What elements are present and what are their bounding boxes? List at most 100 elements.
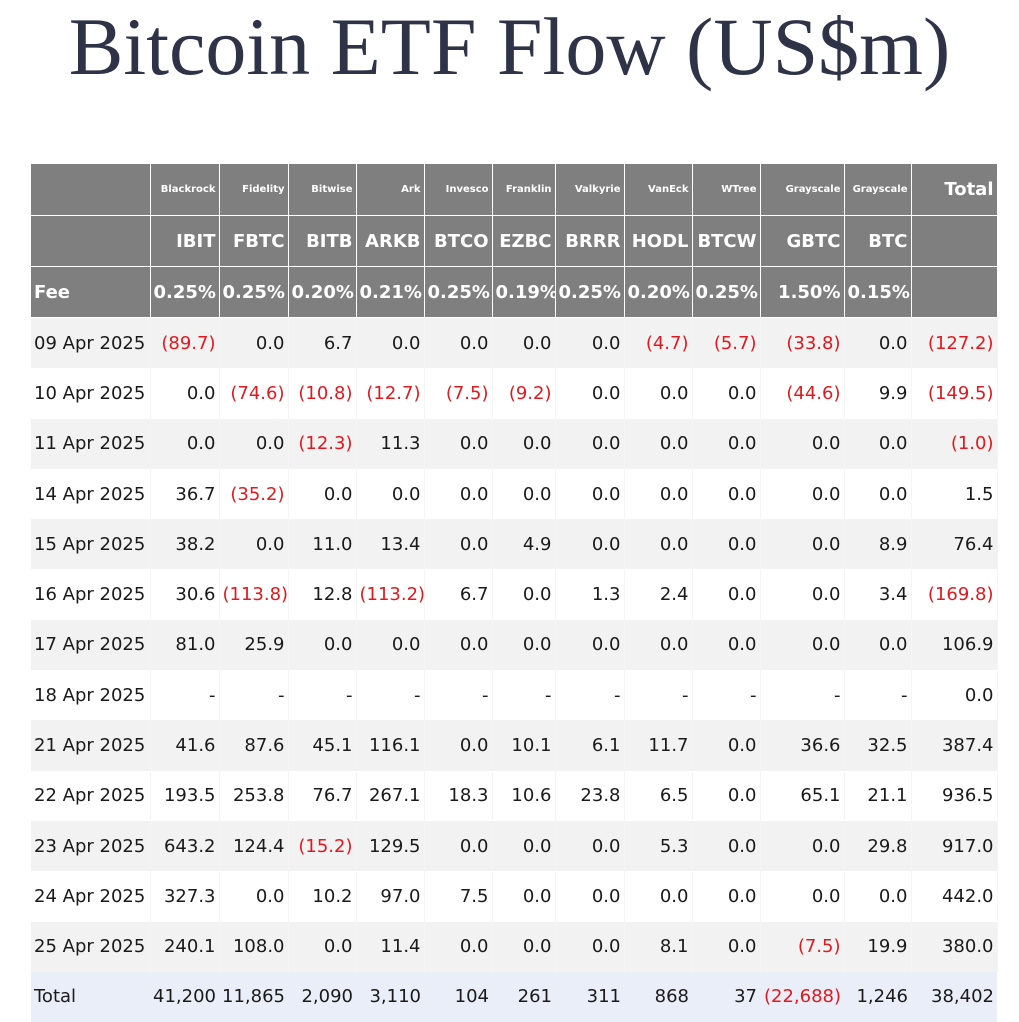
flow-cell: 0.0	[844, 871, 912, 922]
flow-cell: 0.0	[424, 468, 493, 520]
row-total-cell: 380.0	[911, 921, 998, 972]
flow-cell: 0.0	[424, 619, 493, 671]
header-blank-cell	[31, 215, 151, 267]
flow-cell: (7.5)	[760, 921, 845, 972]
flow-cell: 0.0	[555, 468, 625, 520]
flow-cell: 36.7	[150, 468, 220, 520]
issuer-header: VanEck	[624, 164, 693, 216]
flow-cell: 0.0	[555, 921, 625, 972]
fee-header-row: Fee 0.25% 0.25% 0.20% 0.21% 0.25% 0.19% …	[31, 266, 998, 318]
flow-cell: 11.7	[624, 720, 693, 771]
flow-cell: (7.5)	[424, 368, 493, 419]
flow-cell: 0.0	[692, 519, 761, 570]
row-total-cell: 0.0	[911, 670, 998, 721]
flow-cell: -	[219, 670, 289, 721]
date-cell: 16 Apr 2025	[31, 569, 151, 620]
flow-cell: 0.0	[760, 418, 845, 469]
flow-cell: 30.6	[150, 569, 220, 620]
flow-cell: (12.3)	[288, 418, 357, 469]
ticker-header-row: IBIT FBTC BITB ARKB BTCO EZBC BRRR HODL …	[31, 215, 998, 267]
ticker-header: BTCW	[692, 215, 761, 267]
issuer-header: Grayscale	[760, 164, 845, 216]
row-total-cell: (169.8)	[911, 569, 998, 620]
flow-cell: 0.0	[492, 468, 556, 520]
flow-cell: 0.0	[424, 720, 493, 771]
flow-cell: (74.6)	[219, 368, 289, 419]
flow-cell: 0.0	[555, 418, 625, 469]
flow-cell: 6.5	[624, 770, 693, 821]
total-cell: 311	[555, 971, 624, 1022]
fee-cell: 1.50%	[760, 266, 845, 318]
date-cell: 10 Apr 2025	[31, 368, 151, 419]
fee-cell: 0.25%	[424, 266, 493, 318]
flow-cell: 0.0	[692, 368, 761, 419]
flow-cell: (44.6)	[760, 368, 845, 419]
flow-cell: 0.0	[492, 569, 556, 620]
flow-cell: 0.0	[219, 317, 289, 369]
flow-cell: 38.2	[150, 519, 220, 570]
flow-cell: 0.0	[555, 519, 625, 570]
row-total-cell: 387.4	[911, 720, 998, 771]
flow-cell: 0.0	[760, 820, 845, 872]
flow-cell: 25.9	[219, 619, 289, 671]
flow-cell: 4.9	[492, 519, 556, 570]
flow-cell: 0.0	[492, 820, 556, 872]
flow-cell: 0.0	[288, 468, 357, 520]
fee-label: Fee	[31, 266, 151, 318]
ticker-header: BITB	[288, 215, 357, 267]
table-row: 18 Apr 2025- - - - - - - - - - -0.0	[31, 670, 998, 721]
flow-cell: -	[760, 670, 845, 721]
header-blank-cell	[911, 266, 998, 318]
flow-cell: 32.5	[844, 720, 912, 771]
flow-cell: 124.4	[219, 820, 289, 872]
flow-cell: 253.8	[219, 770, 289, 821]
flow-cell: 0.0	[492, 921, 556, 972]
flow-cell: 0.0	[219, 418, 289, 469]
date-cell: 25 Apr 2025	[31, 921, 151, 972]
total-cell: 868	[624, 971, 692, 1022]
flow-cell: 0.0	[844, 468, 912, 520]
date-cell: 23 Apr 2025	[31, 820, 151, 872]
fee-cell: 0.25%	[692, 266, 761, 318]
flow-cell: 23.8	[555, 770, 625, 821]
flow-cell: 8.9	[844, 519, 912, 570]
date-cell: 17 Apr 2025	[31, 619, 151, 671]
ticker-header: GBTC	[760, 215, 845, 267]
flow-cell: 0.0	[424, 921, 493, 972]
flow-cell: 0.0	[356, 317, 425, 369]
table-row: 22 Apr 2025 193.5 253.8 76.7 267.1 18.3 10.6 23…	[31, 770, 998, 821]
flow-cell: 327.3	[150, 871, 220, 922]
flow-cell: (33.8)	[760, 317, 845, 369]
issuer-header: Valkyrie	[555, 164, 625, 216]
flow-cell: -	[150, 670, 220, 721]
row-total-cell: (149.5)	[911, 368, 998, 419]
flow-cell: 10.2	[288, 871, 357, 922]
flow-cell: 21.1	[844, 770, 912, 821]
flow-cell: 41.6	[150, 720, 220, 771]
flow-cell: 3.4	[844, 569, 912, 620]
flow-cell: 10.6	[492, 770, 556, 821]
total-cell: 41,200	[150, 971, 219, 1022]
ticker-header: BTC	[844, 215, 912, 267]
flow-cell: 65.1	[760, 770, 845, 821]
flow-cell: 10.1	[492, 720, 556, 771]
flow-cell: 0.0	[424, 317, 493, 369]
flow-cell: 0.0	[424, 418, 493, 469]
issuer-header: Ark	[356, 164, 425, 216]
flow-cell: 0.0	[492, 317, 556, 369]
flow-cell: 240.1	[150, 921, 220, 972]
table-row: 15 Apr 2025 38.2 0.0 11.0 13.4 0.0 4.9 0.0 0.0 0.…	[31, 519, 998, 570]
flow-cell: 0.0	[555, 619, 625, 671]
date-cell: 11 Apr 2025	[31, 418, 151, 469]
flow-cell: 6.1	[555, 720, 625, 771]
flow-cell: -	[356, 670, 425, 721]
flow-cell: 0.0	[492, 418, 556, 469]
ticker-header: HODL	[624, 215, 693, 267]
flow-cell: 18.3	[424, 770, 493, 821]
flow-cell: 193.5	[150, 770, 220, 821]
issuer-header: WTree	[692, 164, 761, 216]
flow-cell: (4.7)	[624, 317, 693, 369]
flow-cell: 0.0	[624, 468, 693, 520]
flow-cell: -	[844, 670, 912, 721]
flow-cell: 11.3	[356, 418, 425, 469]
